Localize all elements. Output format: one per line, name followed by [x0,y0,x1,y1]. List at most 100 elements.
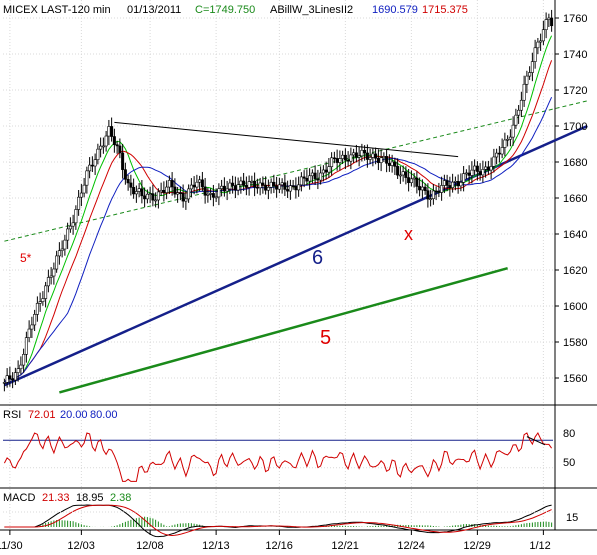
price-body-199 [550,17,554,27]
price-body-20 [57,250,61,257]
price-body-16 [46,277,50,287]
price-body-3 [11,378,15,381]
price-body-113 [313,172,317,180]
price-body-98 [272,181,276,187]
indicator-value-2: 1715.375 [422,4,468,16]
price-body-67 [187,188,191,200]
price-body-94 [261,182,265,186]
price-body-103 [286,189,290,192]
price-tick-label-1740: 1740 [563,49,587,61]
indicator-value-1: 1690.579 [372,4,418,16]
price-body-60 [167,180,171,188]
price-body-100 [277,184,281,190]
price-body-157 [434,190,438,193]
price-body-76 [211,193,215,198]
price-body-137 [379,157,383,163]
price-body-54 [151,193,155,201]
price-body-10 [30,324,34,330]
price-body-14 [41,298,45,302]
price-body-29 [82,184,86,194]
price-body-26 [74,209,78,224]
price-body-89 [247,181,251,188]
price-body-80 [222,185,226,192]
price-body-162 [448,185,452,188]
price-body-70 [195,181,199,188]
price-body-83 [231,182,235,186]
price-body-69 [192,184,196,188]
price-body-97 [269,181,273,188]
price-body-31 [88,164,92,172]
price-body-84 [233,185,237,191]
price-body-8 [24,337,28,355]
price-bars [2,9,554,392]
dashed-line-label: 5* [20,251,32,265]
price-body-73 [203,186,207,196]
price-body-123 [341,154,345,159]
indicator-name-label: ABillW_3LinesII2 [270,4,353,16]
price-tick-label-1680: 1680 [563,157,587,169]
rsi-level-high: 80.00 [90,409,118,421]
price-body-128 [354,152,358,158]
price-body-156 [431,190,435,200]
price-body-17 [49,275,53,278]
price-body-15 [44,285,48,299]
price-body-138 [382,156,386,159]
macd-value: 21.33 [42,492,70,504]
price-body-108 [299,176,303,186]
price-body-126 [349,154,353,162]
price-body-104 [288,185,292,192]
price-body-81 [225,188,229,192]
price-body-77 [214,196,218,199]
price-body-57 [159,189,163,193]
price-body-78 [217,188,221,198]
price-body-160 [442,180,446,186]
price-body-79 [220,185,224,189]
price-body-95 [264,184,268,191]
price-body-109 [302,176,306,179]
price-body-177 [489,166,493,171]
price-body-6 [19,364,23,370]
price-body-175 [484,166,488,170]
date-tick-label-0: 11/30 [0,540,23,552]
price-body-117 [324,169,328,173]
price-body-102 [283,182,287,190]
price-body-148 [409,178,413,183]
macd-signal-value: 18.95 [76,492,104,504]
price-tick-label-1660: 1660 [563,193,587,205]
rsi-tick-80: 80 [563,428,575,440]
price-body-13 [38,301,42,304]
price-body-119 [330,157,334,167]
price-body-41 [115,144,119,147]
price-body-139 [385,156,389,164]
x-marker-label: x [404,224,413,244]
price-body-132 [365,152,369,160]
price-body-170 [470,169,474,176]
price-body-164 [453,180,457,183]
price-tick-label-1580: 1580 [563,337,587,349]
price-body-91 [253,180,257,188]
price-body-196 [541,29,545,42]
price-body-9 [27,328,31,338]
price-body-7 [22,354,26,366]
rsi-lines [3,432,553,482]
price-body-74 [206,193,210,196]
price-body-178 [492,156,496,167]
price-body-39 [110,126,114,137]
price-body-72 [200,179,204,188]
price-body-169 [467,172,471,176]
date-tick-label-6: 12/24 [397,540,425,552]
price-body-180 [497,152,501,155]
date-tick-label-3: 12/13 [202,540,230,552]
price-body-42 [118,145,122,154]
price-body-114 [316,178,320,181]
price-body-185 [511,124,515,138]
price-body-120 [332,157,336,160]
price-body-110 [305,177,309,182]
price-body-86 [239,180,243,186]
date-axis-labels: 11/30 12/03 12/08 12/13 12/16 12/21 12/24 12/29… [0,530,551,552]
price-body-5 [16,368,20,373]
price-body-146 [404,171,408,178]
price-body-129 [357,155,361,158]
price-body-135 [374,153,378,159]
